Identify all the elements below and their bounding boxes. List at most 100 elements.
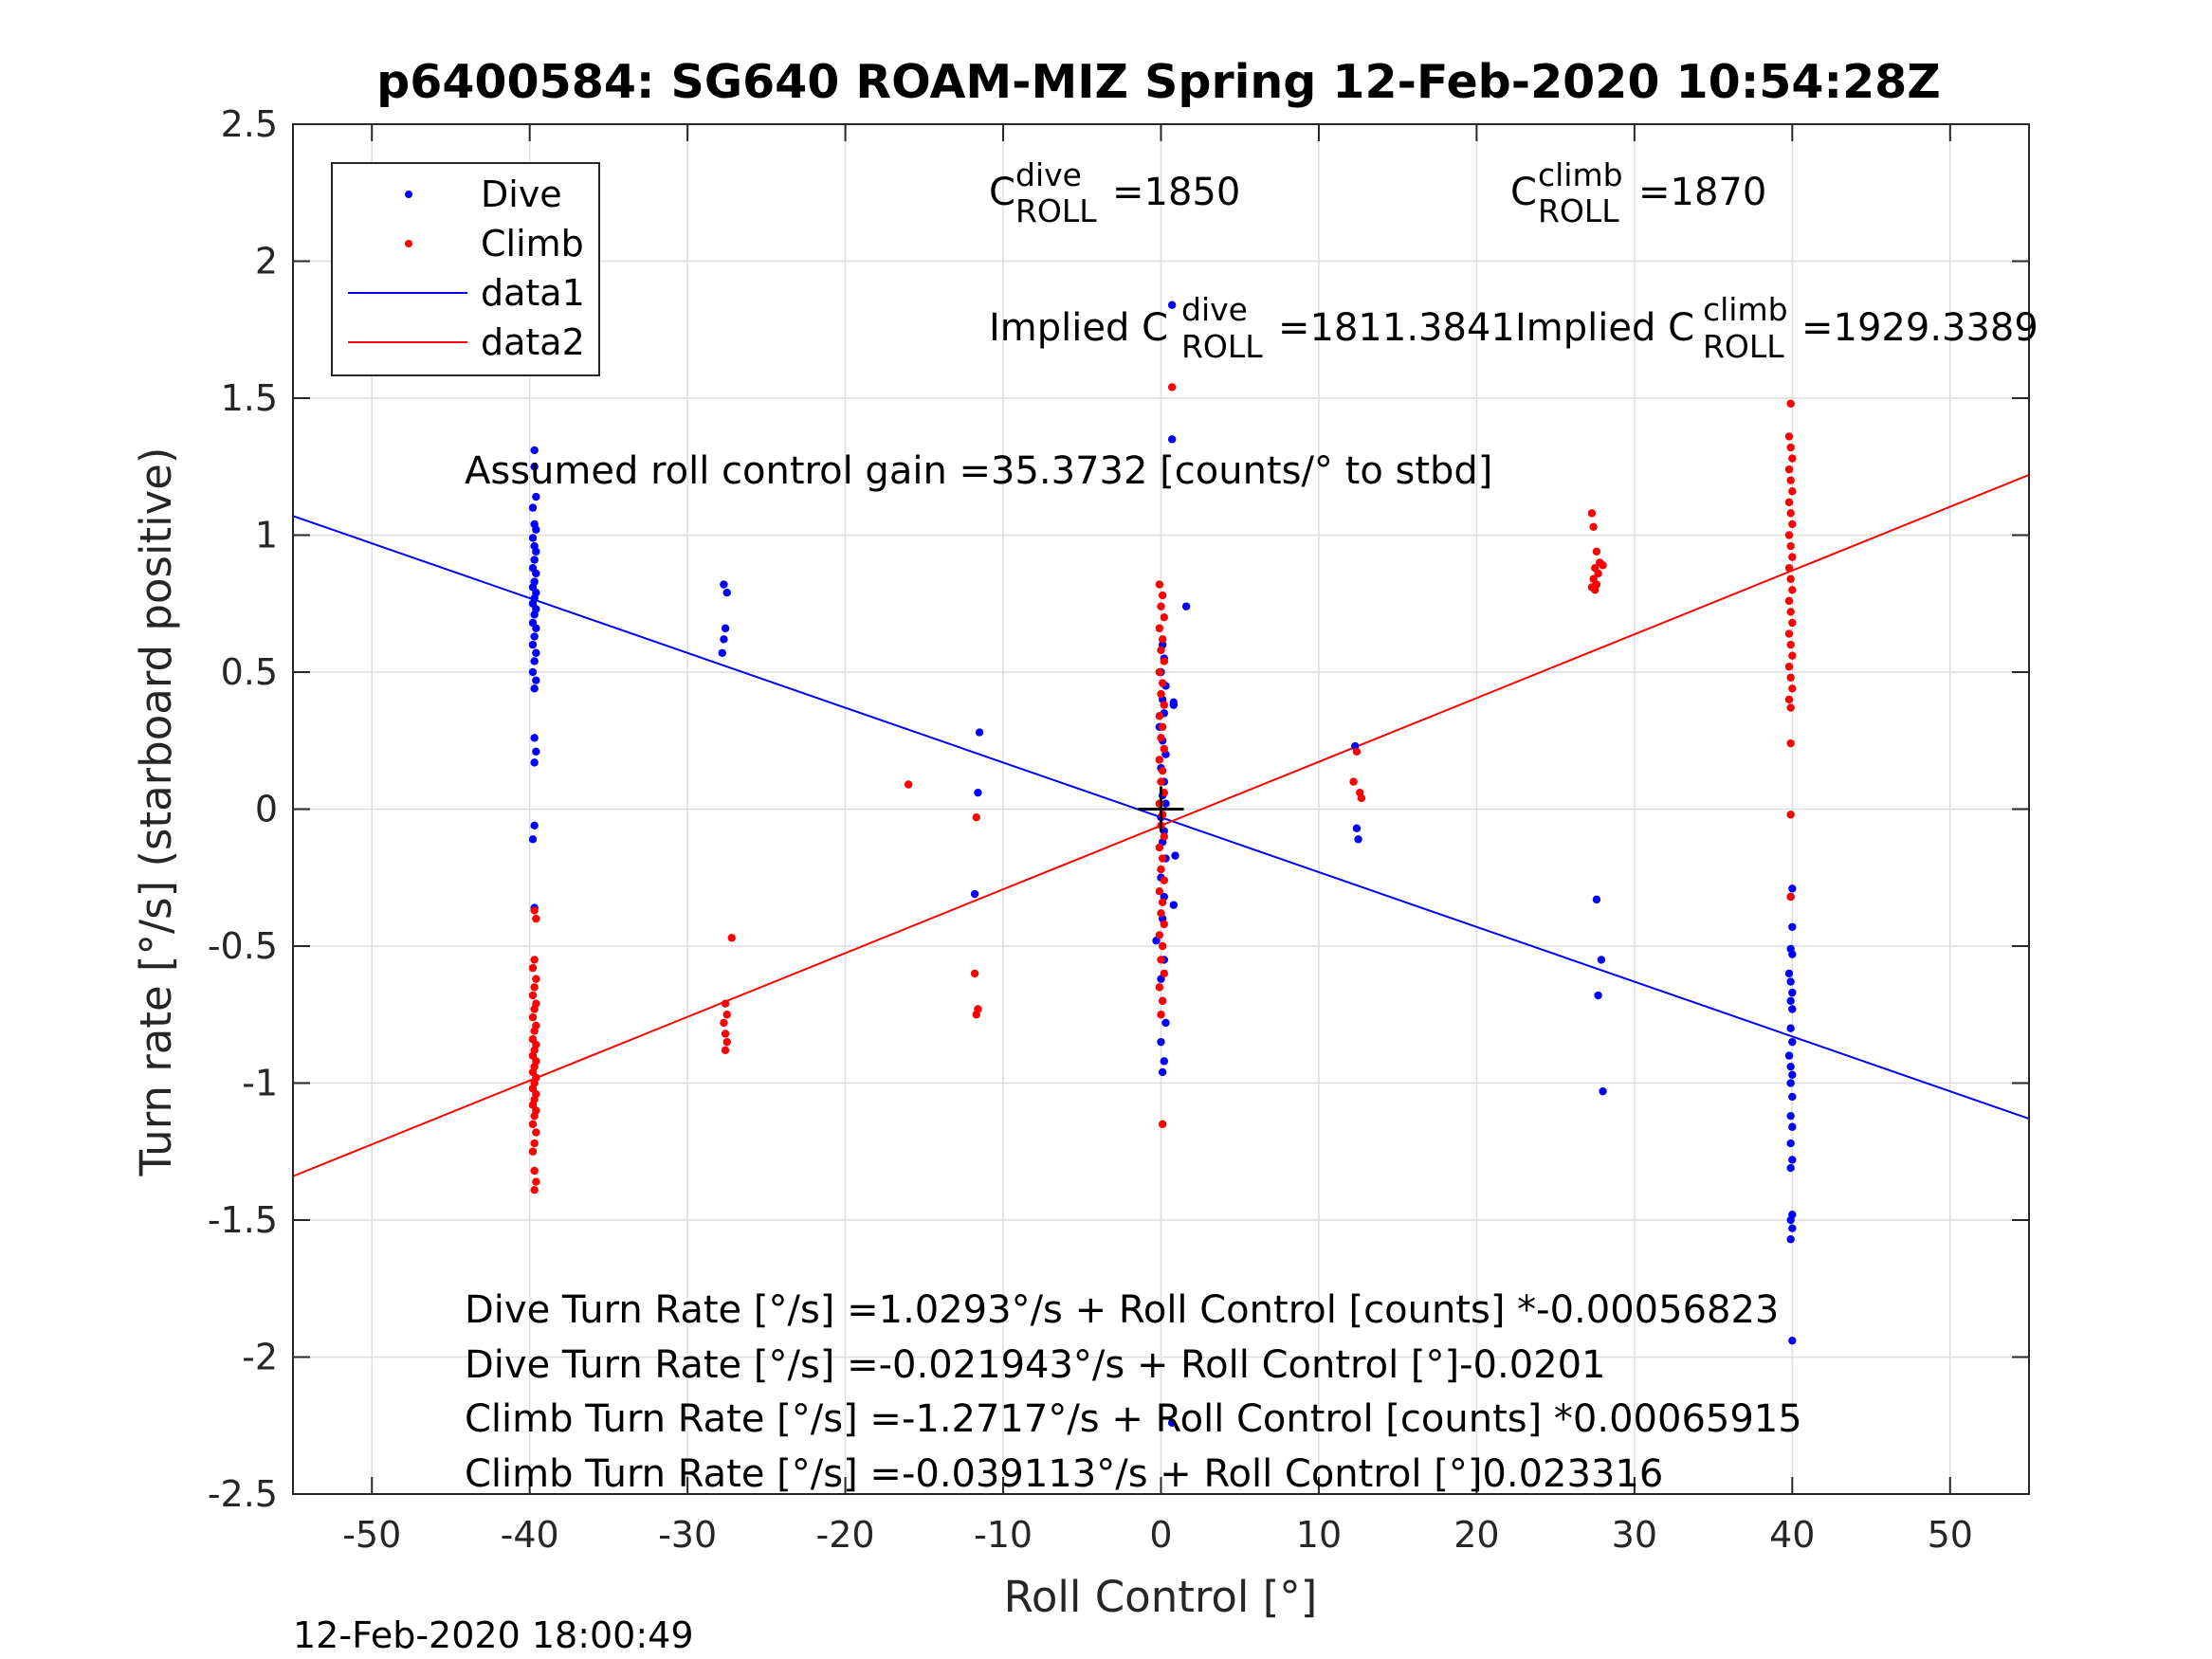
equation-dive-degrees: Dive Turn Rate [°/s] =-0.021943°/s + Rol… xyxy=(465,1343,1606,1387)
climb-point xyxy=(1786,541,1795,551)
climb-point xyxy=(530,1186,539,1194)
climb-point xyxy=(1788,651,1797,660)
y-tick-label: 1.5 xyxy=(221,377,278,419)
climb-point xyxy=(1160,832,1169,841)
dive-point xyxy=(532,648,540,657)
climb-point xyxy=(1160,657,1169,665)
climb-point xyxy=(1784,596,1794,606)
climb-point xyxy=(1786,673,1795,682)
climb-point xyxy=(532,975,540,983)
dive-point xyxy=(1592,895,1601,904)
dive-point xyxy=(1161,799,1170,808)
climb-point xyxy=(1786,574,1795,583)
dive-point xyxy=(1160,1057,1169,1066)
dive-point xyxy=(530,611,539,619)
climb-point xyxy=(1786,399,1795,408)
climb-point xyxy=(1157,865,1165,874)
climb-point xyxy=(1784,531,1794,539)
legend: Dive Climb data1 data2 xyxy=(331,162,600,376)
climb-point xyxy=(1160,701,1169,709)
chart-title: p6400584: SG640 ROAM-MIZ Spring 12-Feb-2… xyxy=(376,55,1941,109)
dive-point xyxy=(1171,851,1179,860)
climb-point xyxy=(1786,738,1795,748)
dive-point xyxy=(1786,1139,1795,1148)
climb-point xyxy=(1784,663,1794,671)
dive-point xyxy=(1786,1235,1795,1244)
dive-point xyxy=(530,684,539,693)
y-tick-label: -2.5 xyxy=(208,1473,278,1515)
dive-point xyxy=(1167,1418,1177,1428)
climb-point xyxy=(972,812,980,822)
dive-point xyxy=(1167,435,1177,444)
climb-point xyxy=(1357,793,1366,803)
climb-point xyxy=(1594,569,1602,578)
climb-point xyxy=(530,1139,539,1148)
equation-climb-degrees: Climb Turn Rate [°/s] =-0.039113°/s + Ro… xyxy=(465,1452,1663,1496)
climb-point xyxy=(721,1046,730,1055)
c-climb-value: =1870 xyxy=(1638,171,1766,214)
climb-point xyxy=(1158,635,1167,644)
dive-point xyxy=(1788,988,1797,997)
climb-point xyxy=(1158,854,1167,863)
climb-point xyxy=(1788,684,1797,693)
climb-point xyxy=(1784,695,1794,704)
dive-point xyxy=(974,788,982,797)
climb-point xyxy=(528,1147,538,1156)
y-tick-label: 1 xyxy=(255,515,278,556)
climb-point xyxy=(1352,747,1362,757)
climb-point xyxy=(530,983,539,992)
x-axis-label: Roll Control [°] xyxy=(1004,1572,1318,1622)
dive-point xyxy=(1181,602,1191,611)
x-tick-label: -50 xyxy=(342,1514,401,1556)
dive-point xyxy=(1788,884,1797,893)
climb-point xyxy=(530,1166,539,1176)
climb-point xyxy=(530,906,539,915)
axes-box xyxy=(292,123,2030,1495)
dive-point xyxy=(530,821,539,830)
dive-point xyxy=(1354,835,1362,844)
timestamp-footer: 12-Feb-2020 18:00:49 xyxy=(293,1614,694,1656)
y-tick-label: 2 xyxy=(255,241,278,283)
dive-point xyxy=(530,556,539,564)
dive-point xyxy=(1169,901,1179,909)
annotation-implied-climb: Implied C climb ROLL =1929.3389 xyxy=(1515,291,2038,365)
origin-marker xyxy=(1138,786,1184,832)
dive-point xyxy=(530,657,539,665)
x-tick-label: 40 xyxy=(1769,1514,1815,1556)
climb-point xyxy=(530,1027,539,1035)
dive-point xyxy=(532,492,540,501)
dive-point xyxy=(1786,1079,1795,1087)
x-tick-label: 20 xyxy=(1453,1514,1499,1556)
climb-point xyxy=(1155,667,1164,677)
climb-point xyxy=(1784,563,1794,573)
dive-point xyxy=(528,534,538,542)
dive-point xyxy=(1786,1062,1795,1071)
equation-dive-counts: Dive Turn Rate [°/s] =1.0293°/s + Roll C… xyxy=(465,1288,1779,1332)
dive-point xyxy=(1599,1086,1607,1096)
climb-point xyxy=(722,1037,731,1047)
annotation-c-dive: C dive ROLL =1850 xyxy=(989,156,1240,229)
dive-point xyxy=(1167,301,1177,309)
dive-point xyxy=(532,747,540,757)
climb-point xyxy=(1591,586,1600,594)
climb-point xyxy=(1788,487,1797,496)
dive-point xyxy=(720,635,728,644)
climb-point xyxy=(1155,580,1164,589)
implied-climb-value: =1929.3389 xyxy=(1801,306,2038,350)
climb-point xyxy=(1786,509,1795,518)
x-tick-labels: -50 -40 -30 -20 -10 0 10 20 30 40 50 xyxy=(342,1514,1973,1556)
x-tick-label: -40 xyxy=(501,1514,559,1556)
climb-point xyxy=(1157,909,1165,918)
y-tick-label: 2.5 xyxy=(221,103,278,145)
dive-point xyxy=(1786,977,1795,986)
climb-point xyxy=(1786,811,1795,819)
climb-point xyxy=(1786,443,1795,452)
climb-point xyxy=(1160,613,1169,622)
implied-dive-value: =1811.3841 xyxy=(1278,306,1515,350)
climb-point xyxy=(1167,383,1177,392)
dive-point xyxy=(1786,996,1795,1006)
dive-point xyxy=(1352,824,1362,832)
climb-point xyxy=(530,1005,539,1013)
climb-point xyxy=(530,1111,539,1121)
